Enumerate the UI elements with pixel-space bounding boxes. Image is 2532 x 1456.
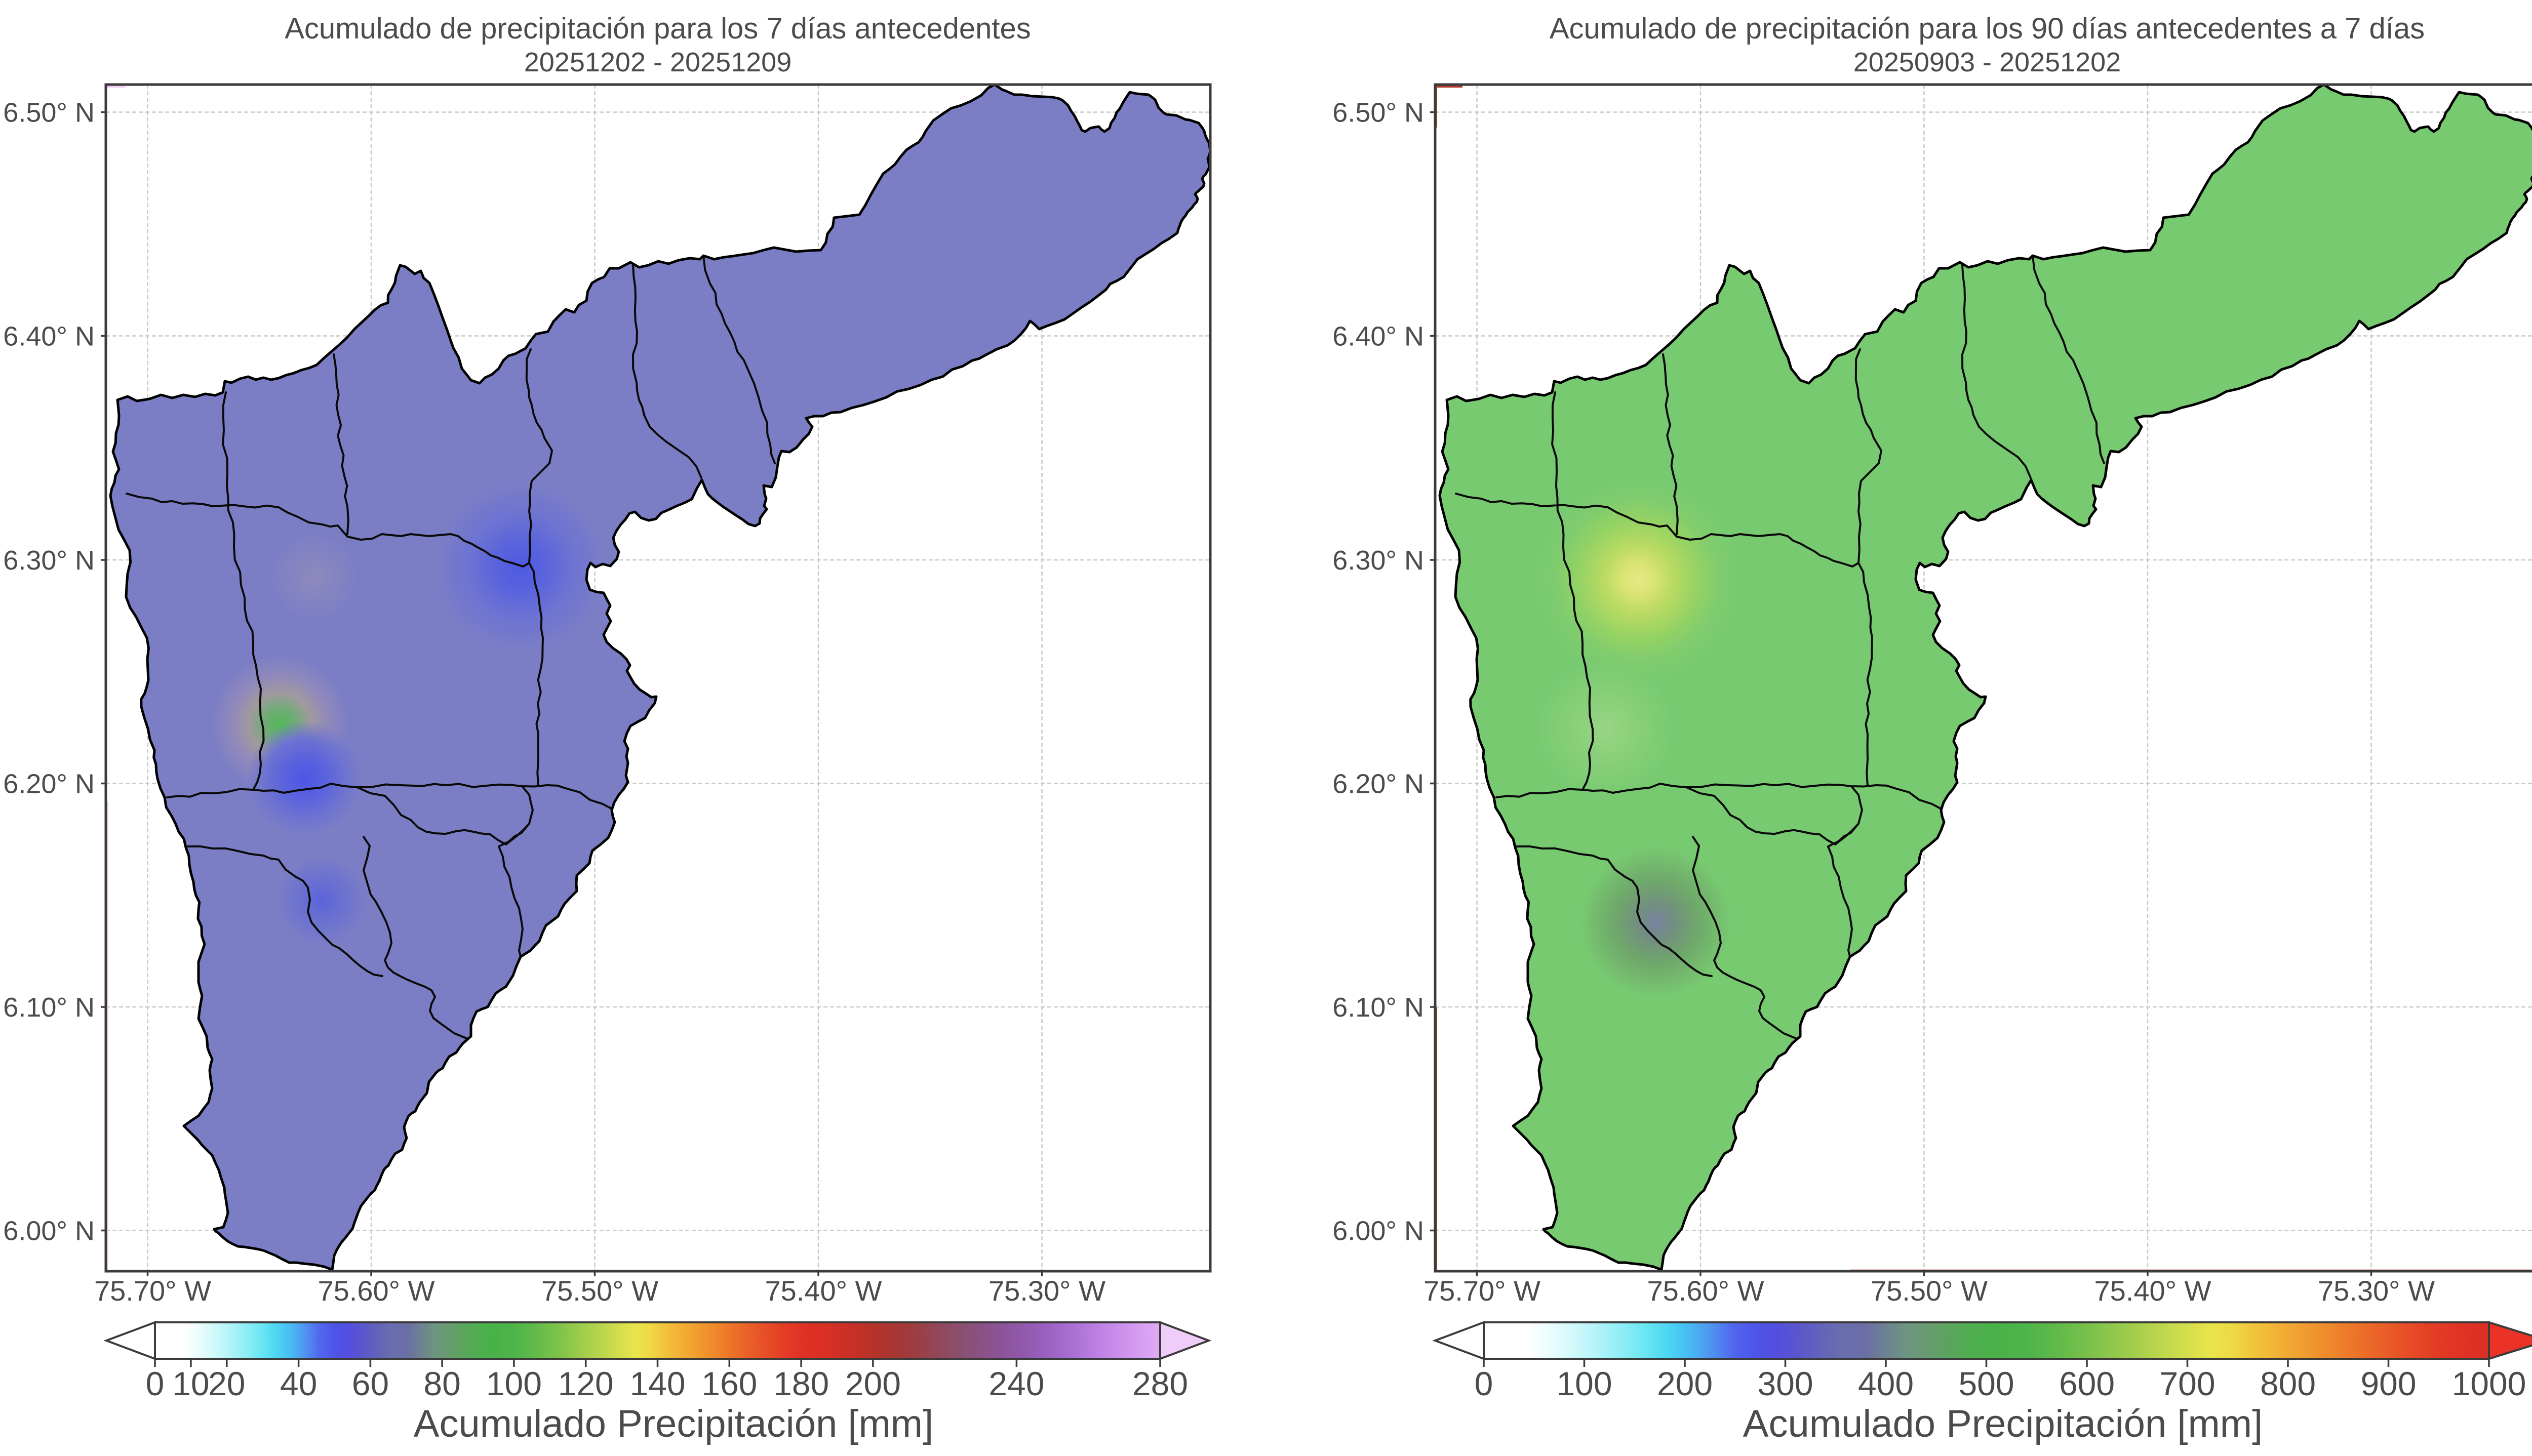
- svg-text:6.50° N: 6.50° N: [1332, 98, 1424, 128]
- svg-text:75.70° W: 75.70° W: [1423, 1275, 1540, 1307]
- svg-text:700: 700: [2159, 1365, 2215, 1402]
- svg-text:6.00° N: 6.00° N: [3, 1216, 95, 1246]
- svg-text:200: 200: [1657, 1365, 1713, 1402]
- svg-text:60: 60: [352, 1365, 389, 1402]
- svg-text:10: 10: [172, 1365, 209, 1402]
- svg-text:400: 400: [1858, 1365, 1914, 1402]
- svg-text:180: 180: [773, 1365, 829, 1402]
- svg-text:Acumulado Precipitación [mm]: Acumulado Precipitación [mm]: [414, 1402, 933, 1445]
- svg-text:75.30° W: 75.30° W: [2318, 1275, 2435, 1307]
- svg-text:20251202 - 20251209: 20251202 - 20251209: [524, 47, 792, 77]
- svg-text:160: 160: [701, 1365, 757, 1402]
- svg-text:100: 100: [486, 1365, 542, 1402]
- svg-text:6.00° N: 6.00° N: [1332, 1216, 1424, 1246]
- svg-text:75.50° W: 75.50° W: [1871, 1275, 1988, 1307]
- svg-text:20250903 - 20251202: 20250903 - 20251202: [1853, 47, 2121, 77]
- svg-text:120: 120: [558, 1365, 614, 1402]
- svg-text:6.40° N: 6.40° N: [3, 321, 95, 352]
- svg-text:Acumulado de precipitación par: Acumulado de precipitación para los 90 d…: [1550, 12, 2425, 45]
- svg-text:6.50° N: 6.50° N: [3, 98, 95, 128]
- svg-text:6.20° N: 6.20° N: [1332, 769, 1424, 799]
- svg-text:600: 600: [2059, 1365, 2115, 1402]
- svg-text:80: 80: [423, 1365, 460, 1402]
- svg-text:6.20° N: 6.20° N: [3, 769, 95, 799]
- svg-text:1000: 1000: [2452, 1365, 2526, 1402]
- svg-text:75.50° W: 75.50° W: [541, 1275, 658, 1307]
- svg-text:900: 900: [2360, 1365, 2416, 1402]
- svg-text:75.60° W: 75.60° W: [318, 1275, 435, 1307]
- svg-text:0: 0: [146, 1365, 165, 1402]
- svg-text:Acumulado de precipitación par: Acumulado de precipitación para los 7 dí…: [285, 12, 1031, 45]
- svg-text:20: 20: [208, 1365, 245, 1402]
- svg-text:6.10° N: 6.10° N: [1332, 992, 1424, 1023]
- svg-text:75.60° W: 75.60° W: [1647, 1275, 1764, 1307]
- svg-text:140: 140: [629, 1365, 685, 1402]
- svg-text:75.70° W: 75.70° W: [94, 1275, 211, 1307]
- svg-text:200: 200: [845, 1365, 901, 1402]
- svg-text:280: 280: [1132, 1365, 1188, 1402]
- svg-text:240: 240: [988, 1365, 1044, 1402]
- svg-text:75.40° W: 75.40° W: [2094, 1275, 2211, 1307]
- svg-text:6.30° N: 6.30° N: [3, 545, 95, 576]
- svg-text:6.30° N: 6.30° N: [1332, 545, 1424, 576]
- svg-text:0: 0: [1475, 1365, 1493, 1402]
- svg-text:6.10° N: 6.10° N: [3, 992, 95, 1023]
- svg-text:Acumulado Precipitación [mm]: Acumulado Precipitación [mm]: [1743, 1402, 2263, 1445]
- svg-text:75.30° W: 75.30° W: [988, 1275, 1105, 1307]
- svg-text:40: 40: [280, 1365, 317, 1402]
- svg-text:300: 300: [1757, 1365, 1813, 1402]
- svg-text:500: 500: [1958, 1365, 2014, 1402]
- svg-text:6.40° N: 6.40° N: [1332, 321, 1424, 352]
- svg-text:800: 800: [2260, 1365, 2316, 1402]
- svg-text:75.40° W: 75.40° W: [765, 1275, 882, 1307]
- svg-text:100: 100: [1556, 1365, 1612, 1402]
